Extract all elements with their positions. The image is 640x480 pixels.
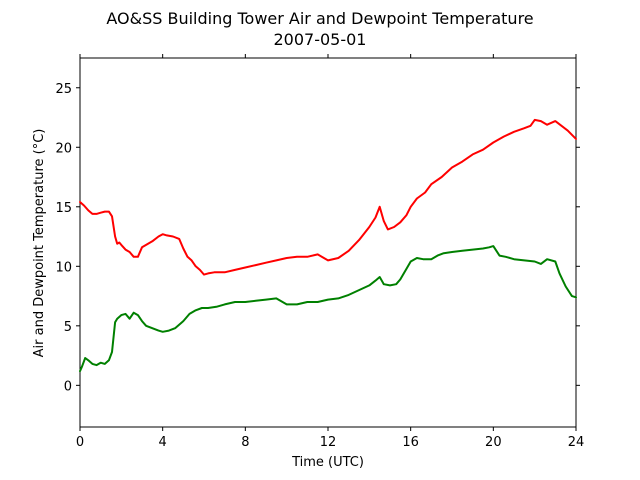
chart-subtitle: 2007-05-01 <box>274 30 367 49</box>
x-tick-label: 24 <box>568 435 585 450</box>
y-tick-label: 15 <box>55 201 72 216</box>
series-layer <box>79 118 577 373</box>
y-tick-label: 0 <box>64 379 72 394</box>
plot-frame <box>79 57 577 428</box>
y-tick-label: 25 <box>55 82 72 97</box>
x-tick-label: 0 <box>76 435 84 450</box>
chart-title: AO&SS Building Tower Air and Dewpoint Te… <box>106 9 533 28</box>
series-line-2 <box>79 245 577 373</box>
y-tick-label: 20 <box>55 141 72 156</box>
x-tick-label: 8 <box>241 435 249 450</box>
x-tick-label: 16 <box>402 435 419 450</box>
x-tick-label: 20 <box>485 435 502 450</box>
y-axis-label: Air and Dewpoint Temperature (°C) <box>32 129 47 358</box>
y-tick-label: 5 <box>64 320 72 335</box>
x-tick-label: 12 <box>320 435 337 450</box>
y-tick-label: 10 <box>55 260 72 275</box>
x-tick-label: 4 <box>159 435 167 450</box>
ticks-layer: 0 4 8 12 16 20 24 0 5 10 15 20 25 <box>55 54 584 450</box>
x-axis-label: Time (UTC) <box>291 455 364 470</box>
series-line-1 <box>79 118 577 276</box>
plot-area <box>79 57 577 428</box>
